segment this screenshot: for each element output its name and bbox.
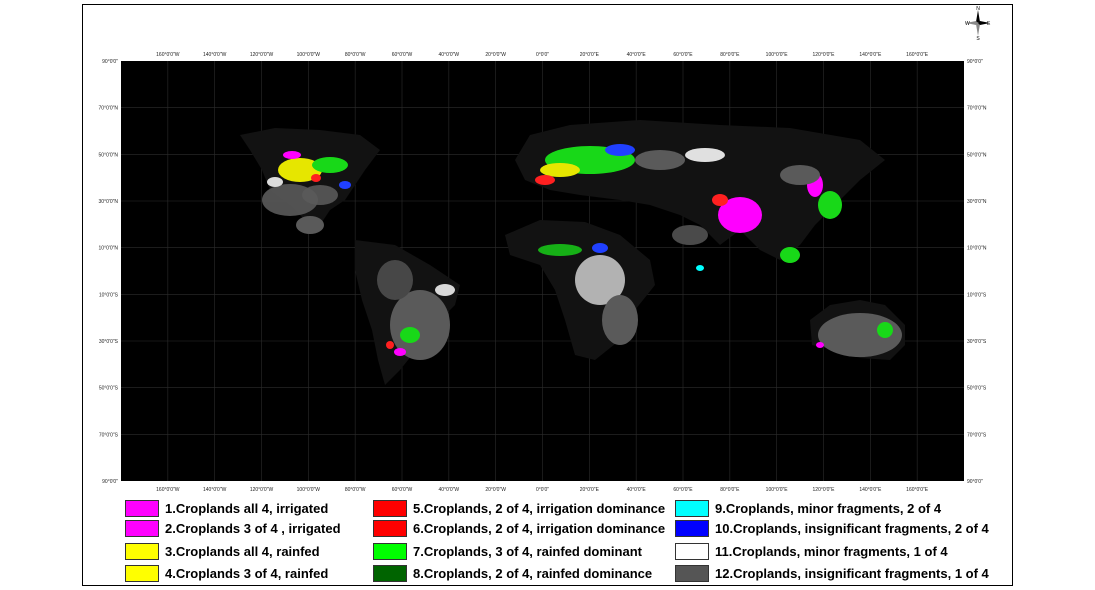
lon-tick-bottom: 140°0'0"W	[203, 487, 227, 493]
lon-tick-bottom: 160°0'0"W	[156, 487, 180, 493]
patch-yellow	[540, 163, 580, 177]
patch-grey	[377, 260, 413, 300]
lon-tick-bottom: 140°0'0"E	[859, 487, 882, 493]
lat-tick-right: 30°0'0"N	[967, 199, 987, 205]
patch-green	[877, 322, 893, 338]
lat-tick-right: 10°0'0"S	[967, 292, 987, 298]
lat-tick-left: 90°0'0"	[102, 479, 118, 485]
lat-tick-left: 90°0'0"	[102, 59, 118, 65]
lat-tick-left: 10°0'0"N	[99, 246, 119, 252]
patch-red	[311, 174, 321, 182]
patch-magenta	[394, 348, 406, 356]
lon-tick-bottom: 60°0'0"W	[392, 487, 413, 493]
lon-tick-top: 20°0'0"E	[580, 52, 600, 58]
patch-grey	[635, 150, 685, 170]
patch-green	[312, 157, 348, 173]
lon-tick-bottom: 120°0'0"E	[813, 487, 836, 493]
lat-tick-left: 70°0'0"S	[99, 432, 119, 438]
lat-tick-right: 50°0'0"N	[967, 152, 987, 158]
patch-magenta	[718, 197, 762, 233]
lat-tick-left: 30°0'0"N	[99, 199, 119, 205]
north-arrow-icon: N S W E	[965, 6, 991, 40]
lat-tick-right: 90°0'0"	[967, 59, 983, 65]
lat-tick-left: 10°0'0"S	[99, 292, 119, 298]
lat-tick-left: 50°0'0"N	[99, 152, 119, 158]
lat-tick-left: 50°0'0"S	[99, 386, 119, 392]
lon-tick-top: 0°0'0"	[536, 52, 549, 58]
patch-grey	[390, 290, 450, 360]
patch-green	[780, 247, 800, 263]
lon-tick-top: 160°0'0"E	[906, 52, 929, 58]
patch-grey	[780, 165, 820, 185]
patch-blue	[339, 181, 351, 189]
patch-grey	[302, 185, 338, 205]
patch-blue	[592, 243, 608, 253]
lon-tick-bottom: 60°0'0"E	[673, 487, 693, 493]
patch-magenta	[816, 342, 824, 348]
patch-white	[435, 284, 455, 296]
patch-grey	[296, 216, 324, 234]
lon-tick-top: 80°0'0"E	[720, 52, 740, 58]
patch-red	[386, 341, 394, 349]
axis-labels: 160°0'0"W 160°0'0"W 140°0'0"W 140°0'0"W 120°…	[99, 52, 987, 493]
lon-tick-top: 140°0'0"E	[859, 52, 882, 58]
lon-tick-bottom: 120°0'0"W	[250, 487, 274, 493]
lon-tick-bottom: 0°0'0"	[536, 487, 549, 493]
east-label: E	[987, 21, 991, 27]
lon-tick-bottom: 100°0'0"W	[297, 487, 321, 493]
lon-tick-bottom: 40°0'0"E	[627, 487, 647, 493]
lat-tick-left: 70°0'0"N	[99, 106, 119, 112]
patch-red	[712, 194, 728, 206]
lon-tick-top: 120°0'0"W	[250, 52, 274, 58]
patch-blue	[605, 144, 635, 156]
lon-tick-bottom: 80°0'0"E	[720, 487, 740, 493]
patch-white	[267, 177, 283, 187]
patch-magenta	[283, 151, 301, 159]
lat-tick-right: 30°0'0"S	[967, 339, 987, 345]
patch-yellow	[278, 158, 322, 182]
patch-green	[400, 327, 420, 343]
lon-tick-top: 40°0'0"W	[439, 52, 460, 58]
lon-tick-bottom: 160°0'0"E	[906, 487, 929, 493]
north-label: N	[976, 6, 980, 12]
lon-tick-top: 60°0'0"W	[392, 52, 413, 58]
patch-white	[575, 255, 625, 305]
lon-tick-top: 100°0'0"E	[766, 52, 789, 58]
lon-tick-top: 160°0'0"W	[156, 52, 180, 58]
lon-tick-bottom: 20°0'0"W	[485, 487, 506, 493]
lat-tick-left: 30°0'0"S	[99, 339, 119, 345]
patch-grey	[602, 295, 638, 345]
lon-tick-top: 40°0'0"E	[627, 52, 647, 58]
lon-tick-top: 100°0'0"W	[297, 52, 321, 58]
lat-tick-right: 90°0'0"	[967, 479, 983, 485]
lon-tick-bottom: 20°0'0"E	[580, 487, 600, 493]
lat-tick-right: 70°0'0"N	[967, 106, 987, 112]
patch-grey	[672, 225, 708, 245]
lon-tick-top: 20°0'0"W	[485, 52, 506, 58]
lon-tick-bottom: 100°0'0"E	[766, 487, 789, 493]
patch-cyan	[696, 265, 704, 271]
patch-green	[538, 244, 582, 256]
lon-tick-top: 120°0'0"E	[813, 52, 836, 58]
lon-tick-top: 60°0'0"E	[673, 52, 693, 58]
lon-tick-top: 80°0'0"W	[345, 52, 366, 58]
patch-green	[818, 191, 842, 219]
lon-tick-bottom: 80°0'0"W	[345, 487, 366, 493]
lat-tick-right: 50°0'0"S	[967, 386, 987, 392]
patch-white	[685, 148, 725, 162]
west-label: W	[965, 21, 970, 27]
south-label: S	[976, 36, 980, 40]
lon-tick-top: 140°0'0"W	[203, 52, 227, 58]
patch-red	[535, 175, 555, 185]
cropland-patches	[262, 144, 902, 360]
lat-tick-right: 10°0'0"N	[967, 246, 987, 252]
lon-tick-bottom: 40°0'0"W	[439, 487, 460, 493]
lat-tick-right: 70°0'0"S	[967, 432, 987, 438]
